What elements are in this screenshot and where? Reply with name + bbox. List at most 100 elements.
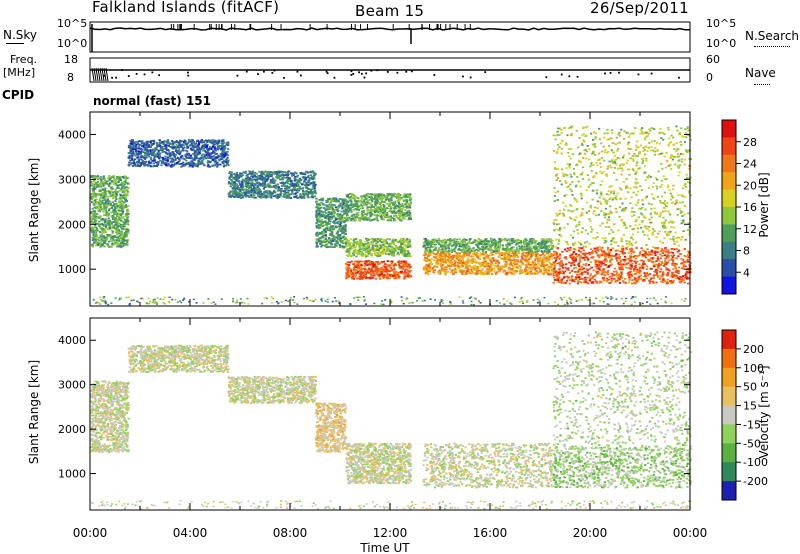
data-cell [342, 218, 344, 220]
data-cell [164, 140, 166, 142]
data-cell [114, 200, 116, 202]
data-cell [301, 184, 303, 186]
data-cell [159, 140, 161, 142]
data-cell [92, 197, 94, 199]
data-cell [351, 215, 353, 217]
data-cell [128, 164, 130, 166]
data-cell [361, 265, 363, 267]
data-cell [91, 219, 93, 221]
data-cell [100, 194, 102, 196]
data-cell [345, 243, 347, 245]
data-cell [434, 265, 436, 267]
data-cell [333, 212, 335, 214]
data-cell [368, 267, 370, 269]
data-cell [259, 178, 261, 180]
data-cell [375, 218, 377, 220]
data-cell [380, 267, 382, 269]
data-cell [268, 185, 270, 187]
data-cell [157, 152, 159, 154]
data-cell [401, 247, 403, 249]
data-cell [322, 225, 324, 227]
data-cell [211, 148, 213, 150]
data-cell [342, 206, 344, 208]
data-cell [187, 147, 189, 149]
data-cell [357, 207, 359, 209]
data-cell [357, 250, 359, 252]
data-cell [437, 252, 439, 254]
data-cell [343, 217, 345, 219]
data-cell [401, 208, 403, 210]
data-cell [375, 210, 377, 212]
data-cell [386, 214, 388, 216]
data-cell [109, 195, 111, 197]
data-cell [386, 203, 388, 205]
data-cell [402, 238, 404, 240]
data-cell [185, 163, 187, 165]
data-cell [273, 179, 275, 181]
data-cell [121, 190, 123, 192]
data-cell [269, 171, 271, 173]
data-cell [105, 193, 107, 195]
nave-point [405, 71, 407, 73]
data-cell [318, 205, 320, 207]
data-cell [269, 194, 271, 196]
data-cell [345, 233, 347, 235]
nave-point [274, 70, 276, 72]
data-cell [394, 206, 396, 208]
data-cell [360, 261, 362, 263]
nave-point [187, 75, 189, 77]
data-cell [360, 196, 362, 198]
data-cell [404, 196, 406, 198]
data-cell [376, 247, 378, 249]
data-cell [324, 229, 326, 231]
data-cell [135, 141, 137, 143]
data-cell [407, 266, 409, 268]
data-cell [337, 242, 339, 244]
data-cell [125, 204, 127, 206]
data-cell [135, 155, 137, 157]
data-cell [165, 158, 167, 160]
data-cell [343, 202, 345, 204]
data-cell [368, 239, 370, 241]
data-cell [372, 248, 374, 250]
data-cell [384, 210, 386, 212]
data-cell [191, 157, 193, 159]
data-cell [248, 187, 250, 189]
data-cell [316, 243, 318, 245]
data-cell [144, 149, 146, 151]
data-cell [295, 190, 297, 192]
data-cell [196, 163, 198, 165]
data-cell [223, 161, 225, 163]
data-cell [126, 193, 128, 195]
data-cell [409, 212, 411, 214]
data-cell [348, 250, 350, 252]
data-cell [480, 266, 482, 268]
data-cell [352, 206, 354, 208]
data-cell [349, 271, 351, 273]
data-cell [325, 237, 327, 239]
data-cell [344, 227, 346, 229]
data-cell [124, 226, 126, 228]
data-cell [119, 190, 121, 192]
data-cell [114, 191, 116, 193]
nave-point [396, 72, 398, 74]
data-cell [153, 140, 155, 142]
data-cell [344, 237, 346, 239]
data-cell [336, 240, 338, 242]
data-cell [241, 192, 243, 194]
data-cell [353, 270, 355, 272]
data-cell [99, 234, 101, 236]
data-cell [214, 148, 216, 150]
data-cell [398, 210, 400, 212]
data-cell [216, 144, 218, 146]
data-cell [328, 218, 330, 220]
data-cell [98, 237, 100, 239]
data-cell [403, 272, 405, 274]
data-cell [349, 248, 351, 250]
data-cell [118, 181, 120, 183]
data-cell [355, 256, 357, 258]
data-cell [241, 175, 243, 177]
data-cell [172, 160, 174, 162]
data-cell [336, 237, 338, 239]
data-cell [382, 241, 384, 243]
